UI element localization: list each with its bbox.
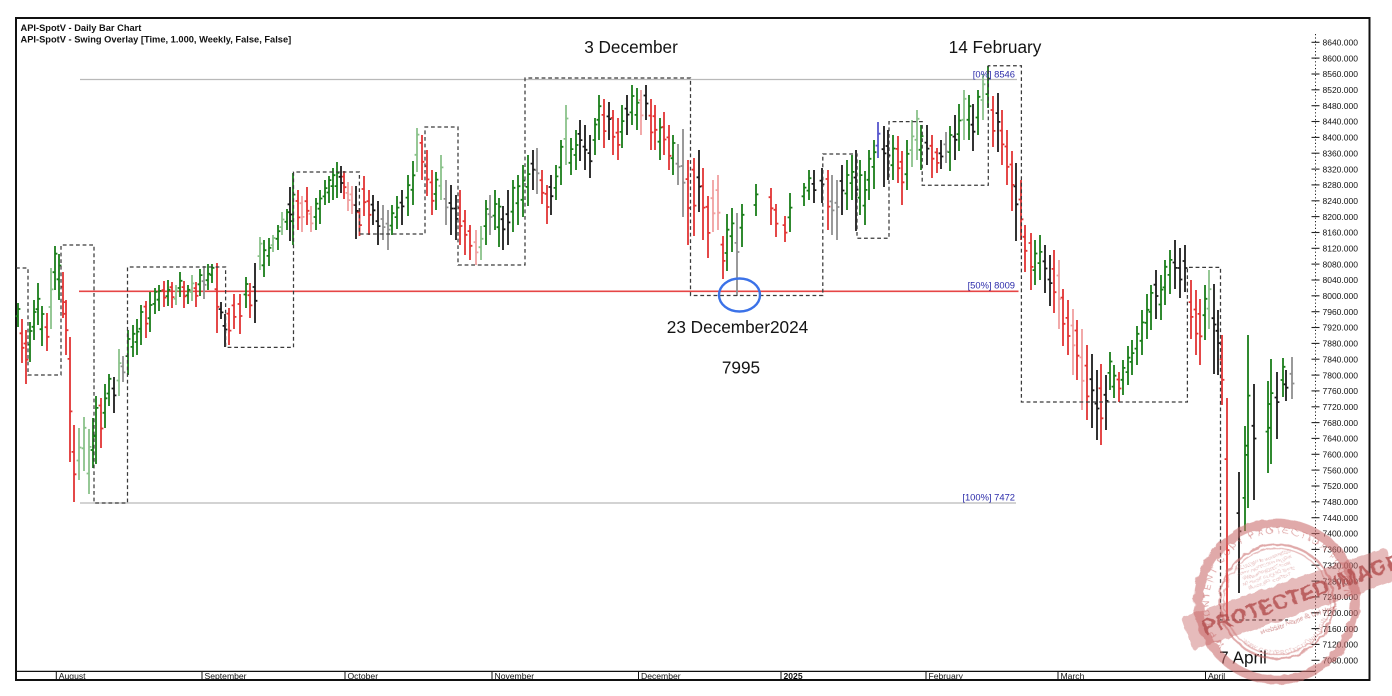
svg-text:8560.000: 8560.000	[1323, 69, 1359, 79]
svg-text:2025: 2025	[784, 671, 803, 681]
svg-text:February: February	[929, 671, 964, 681]
svg-text:14 February: 14 February	[949, 37, 1042, 57]
svg-text:8120.000: 8120.000	[1323, 244, 1359, 254]
svg-text:API-SpotV - Swing Overlay [Tim: API-SpotV - Swing Overlay [Time, 1.000, …	[21, 35, 292, 45]
svg-text:7760.000: 7760.000	[1323, 386, 1359, 396]
svg-text:8440.000: 8440.000	[1323, 117, 1359, 127]
svg-text:8080.000: 8080.000	[1323, 259, 1359, 269]
svg-text:April: April	[1208, 671, 1225, 681]
svg-text:7720.000: 7720.000	[1323, 402, 1359, 412]
svg-text:7480.000: 7480.000	[1323, 497, 1359, 507]
svg-text:7520.000: 7520.000	[1323, 481, 1359, 491]
svg-text:8160.000: 8160.000	[1323, 228, 1359, 238]
svg-text:[50%] 8009: [50%] 8009	[968, 280, 1015, 291]
svg-text:8240.000: 8240.000	[1323, 196, 1359, 206]
svg-text:7400.000: 7400.000	[1323, 529, 1359, 539]
svg-text:7920.000: 7920.000	[1323, 323, 1359, 333]
svg-text:8280.000: 8280.000	[1323, 180, 1359, 190]
svg-text:API-SpotV - Daily Bar Chart: API-SpotV - Daily Bar Chart	[21, 23, 142, 33]
svg-text:7640.000: 7640.000	[1323, 434, 1359, 444]
svg-text:7600.000: 7600.000	[1323, 450, 1359, 460]
svg-text:March: March	[1061, 671, 1085, 681]
svg-text:3 December: 3 December	[584, 37, 678, 57]
svg-text:7080.000: 7080.000	[1323, 656, 1359, 666]
svg-text:7800.000: 7800.000	[1323, 370, 1359, 380]
svg-text:8400.000: 8400.000	[1323, 133, 1359, 143]
svg-text:8480.000: 8480.000	[1323, 101, 1359, 111]
svg-text:8640.000: 8640.000	[1323, 38, 1359, 48]
svg-text:December: December	[641, 671, 681, 681]
svg-text:7995: 7995	[722, 358, 760, 378]
svg-text:8200.000: 8200.000	[1323, 212, 1359, 222]
svg-text:September: September	[205, 671, 247, 681]
svg-text:7840.000: 7840.000	[1323, 354, 1359, 364]
svg-text:7200.000: 7200.000	[1323, 608, 1359, 618]
svg-text:November: November	[495, 671, 535, 681]
svg-text:8520.000: 8520.000	[1323, 85, 1359, 95]
svg-text:7960.000: 7960.000	[1323, 307, 1359, 317]
svg-text:8320.000: 8320.000	[1323, 164, 1359, 174]
svg-text:7880.000: 7880.000	[1323, 339, 1359, 349]
svg-text:8000.000: 8000.000	[1323, 291, 1359, 301]
svg-text:7160.000: 7160.000	[1323, 624, 1359, 634]
svg-text:8600.000: 8600.000	[1323, 53, 1359, 63]
svg-text:8360.000: 8360.000	[1323, 148, 1359, 158]
svg-text:August: August	[59, 671, 86, 681]
svg-text:8040.000: 8040.000	[1323, 275, 1359, 285]
svg-text:7560.000: 7560.000	[1323, 465, 1359, 475]
svg-text:7440.000: 7440.000	[1323, 513, 1359, 523]
svg-text:October: October	[348, 671, 379, 681]
svg-text:23 December2024: 23 December2024	[667, 317, 809, 337]
svg-text:[0%] 8546: [0%] 8546	[973, 69, 1015, 80]
svg-text:7680.000: 7680.000	[1323, 418, 1359, 428]
svg-text:[100%] 7472: [100%] 7472	[962, 492, 1015, 503]
